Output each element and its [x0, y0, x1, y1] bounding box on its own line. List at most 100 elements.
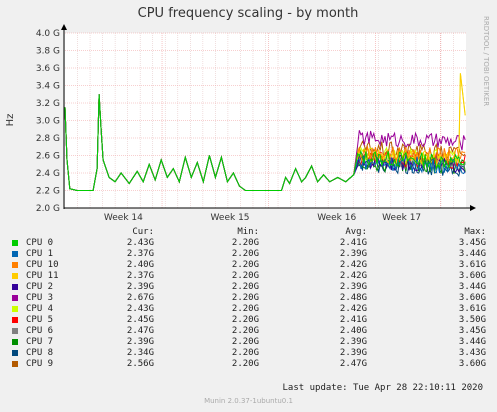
legend-min: 2.20G: [231, 249, 259, 259]
y-tick-label: 2.0 G: [36, 204, 60, 214]
legend-swatch: [12, 317, 18, 323]
legend-header: Cur: Min: Avg: Max:: [12, 227, 494, 238]
legend-avg: 2.40G: [339, 326, 367, 336]
legend-avg: 2.39G: [339, 249, 367, 259]
legend-cur: 2.39G: [126, 337, 154, 347]
y-tick-label: 2.4 G: [36, 169, 60, 179]
legend-cur: 2.45G: [126, 315, 154, 325]
legend-name: CPU 9: [26, 359, 54, 369]
legend-row: CPU 6 2.47G 2.20G 2.40G 3.45G: [12, 326, 494, 337]
legend-avg: 2.42G: [339, 304, 367, 314]
legend-row: CPU 1 2.37G 2.20G 2.39G 3.44G: [12, 249, 494, 260]
legend-cur: 2.67G: [126, 293, 154, 303]
legend-avg: 2.39G: [339, 337, 367, 347]
axes: [61, 24, 476, 211]
legend-avg: 2.47G: [339, 359, 367, 369]
legend-min: 2.20G: [231, 238, 259, 248]
legend-max: 3.60G: [458, 271, 486, 281]
y-tick-label: 2.6 G: [36, 152, 60, 162]
legend-name: CPU 1: [26, 249, 54, 259]
legend-min: 2.20G: [231, 315, 259, 325]
legend-swatch: [12, 251, 18, 257]
legend-min: 2.20G: [231, 337, 259, 347]
y-tick-label: 3.4 G: [36, 82, 60, 92]
legend-min: 2.20G: [231, 260, 259, 270]
munin-version: Munin 2.0.37-1ubuntu0.1: [204, 397, 293, 405]
y-tick-label: 3.2 G: [36, 99, 60, 109]
x-tick-label: Week 15: [211, 213, 250, 223]
last-update: Last update: Tue Apr 28 22:10:11 2020: [282, 383, 483, 393]
legend-max: 3.43G: [458, 348, 486, 358]
legend-min: 2.20G: [231, 293, 259, 303]
legend-max: 3.50G: [458, 315, 486, 325]
legend-max: 3.45G: [458, 238, 486, 248]
legend-avg: 2.48G: [339, 293, 367, 303]
legend-row: CPU 8 2.34G 2.20G 2.39G 3.43G: [12, 348, 494, 359]
legend-cur: 2.47G: [126, 326, 154, 336]
legend-min: 2.20G: [231, 359, 259, 369]
legend-max: 3.44G: [458, 337, 486, 347]
legend-row: CPU 9 2.56G 2.20G 2.47G 3.60G: [12, 359, 494, 370]
legend-swatch: [12, 361, 18, 367]
legend-swatch: [12, 262, 18, 268]
legend-cur: 2.39G: [126, 282, 154, 292]
y-tick-label: 3.8 G: [36, 47, 60, 57]
legend-row: CPU 11 2.37G 2.20G 2.42G 3.60G: [12, 271, 494, 282]
y-tick-label: 2.8 G: [36, 134, 60, 144]
legend-row: CPU 4 2.43G 2.20G 2.42G 3.61G: [12, 304, 494, 315]
legend-name: CPU 3: [26, 293, 54, 303]
legend-avg: 2.39G: [339, 282, 367, 292]
legend-swatch: [12, 328, 18, 334]
legend: Cur: Min: Avg: Max: CPU 0 2.43G 2.20G 2.41G…: [12, 227, 494, 370]
legend-avg: 2.39G: [339, 348, 367, 358]
legend-max: 3.60G: [458, 293, 486, 303]
legend-swatch: [12, 240, 18, 246]
legend-avg: 2.42G: [339, 271, 367, 281]
grid: [65, 32, 466, 208]
legend-swatch: [12, 284, 18, 290]
legend-cur: 2.37G: [126, 271, 154, 281]
legend-name: CPU 6: [26, 326, 54, 336]
legend-max: 3.45G: [458, 326, 486, 336]
legend-row: CPU 5 2.45G 2.20G 2.41G 3.50G: [12, 315, 494, 326]
y-tick-label: 3.0 G: [36, 117, 60, 127]
legend-min: 2.20G: [231, 271, 259, 281]
rrdtool-credit: RRDTOOL / TOBI OETIKER: [482, 16, 490, 106]
legend-avg: 2.42G: [339, 260, 367, 270]
legend-min: 2.20G: [231, 348, 259, 358]
legend-name: CPU 2: [26, 282, 54, 292]
x-ticks: Week 14 Week 15 Week 16 Week 17: [104, 213, 421, 223]
legend-swatch: [12, 295, 18, 301]
legend-name: CPU 4: [26, 304, 54, 314]
x-tick-label: Week 16: [317, 213, 356, 223]
legend-cur: 2.34G: [126, 348, 154, 358]
legend-name: CPU 11: [26, 271, 59, 281]
chart-title: CPU frequency scaling - by month: [138, 6, 359, 21]
legend-row: CPU 10 2.40G 2.20G 2.42G 3.61G: [12, 260, 494, 271]
legend-max: 3.44G: [458, 249, 486, 259]
legend-max: 3.44G: [458, 282, 486, 292]
legend-avg: 2.41G: [339, 315, 367, 325]
legend-max: 3.61G: [458, 260, 486, 270]
chart: CPU frequency scaling - by month Hz RRDT…: [5, 6, 490, 223]
legend-name: CPU 5: [26, 315, 54, 325]
legend-header-max: Max:: [464, 227, 486, 237]
legend-row: CPU 2 2.39G 2.20G 2.39G 3.44G: [12, 282, 494, 293]
legend-swatch: [12, 350, 18, 356]
legend-rows: CPU 0 2.43G 2.20G 2.41G 3.45G CPU 1 2.37G 2.20G…: [12, 238, 494, 370]
legend-max: 3.61G: [458, 304, 486, 314]
legend-cur: 2.56G: [126, 359, 154, 369]
legend-name: CPU 8: [26, 348, 54, 358]
legend-row: CPU 7 2.39G 2.20G 2.39G 3.44G: [12, 337, 494, 348]
legend-name: CPU 7: [26, 337, 54, 347]
legend-name: CPU 10: [26, 260, 59, 270]
y-tick-label: 4.0 G: [36, 29, 60, 39]
legend-name: CPU 0: [26, 238, 54, 248]
y-ticks: 2.0 G 2.2 G 2.4 G 2.6 G 2.8 G 3.0 G 3.2 G 3.4 G…: [36, 29, 60, 214]
legend-row: CPU 3 2.67G 2.20G 2.48G 3.60G: [12, 293, 494, 304]
legend-header-min: Min:: [237, 227, 259, 237]
legend-avg: 2.41G: [339, 238, 367, 248]
legend-cur: 2.37G: [126, 249, 154, 259]
legend-min: 2.20G: [231, 326, 259, 336]
legend-min: 2.20G: [231, 304, 259, 314]
